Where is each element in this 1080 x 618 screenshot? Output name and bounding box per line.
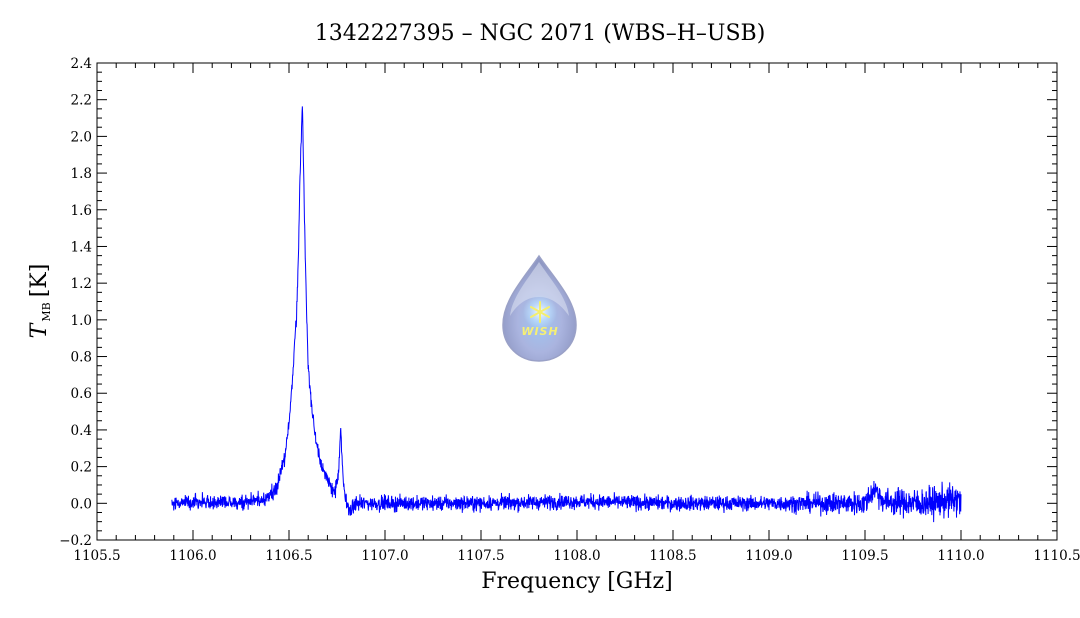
- x-tick-label: 1106.5: [265, 548, 312, 564]
- spectrum-line: [171, 106, 962, 523]
- y-tick-label: −0.2: [59, 533, 92, 549]
- star-icon: [530, 301, 550, 323]
- logo-text: WISH: [521, 325, 558, 338]
- svg-text:TMB[K]: TMB [K]: [27, 264, 53, 339]
- y-tick-label: 0.2: [71, 460, 92, 476]
- axis-ticks: [96, 62, 1058, 541]
- y-axis-symbol: T: [27, 321, 52, 338]
- x-tick-labels: 1105.5 1106.0 1106.5 1107.0 1107.5 1108.0 1108…: [73, 548, 1080, 564]
- y-tick-label: 0.0: [71, 496, 92, 512]
- x-tick-label: 1109.0: [745, 548, 792, 564]
- y-tick-label: 2.2: [71, 93, 92, 109]
- x-tick-label: 1108.5: [649, 548, 696, 564]
- y-tick-labels: −0.2 0.0 0.2 0.4 0.6 0.8 1.0 1.2 1.4 1.6 1.8 2.0 2.2…: [59, 56, 92, 549]
- plot-frame: [96, 62, 1058, 541]
- y-tick-label: 0.4: [71, 423, 92, 439]
- y-axis-label: TMB [K]: [27, 264, 53, 339]
- y-axis-subscript: MB: [40, 302, 53, 321]
- chart-title: 1342227395 – NGC 2071 (WBS–H–USB): [315, 21, 766, 46]
- y-axis-unit: [K]: [27, 264, 52, 298]
- y-tick-label: 1.0: [71, 313, 92, 329]
- x-axis-label: Frequency [GHz]: [481, 569, 673, 594]
- y-tick-label: 1.4: [71, 239, 92, 255]
- x-tick-label: 1108.0: [553, 548, 600, 564]
- x-tick-label: 1107.0: [361, 548, 408, 564]
- x-tick-label: 1109.5: [841, 548, 888, 564]
- x-tick-label: 1110.0: [937, 548, 984, 564]
- x-tick-label: 1105.5: [73, 548, 120, 564]
- y-tick-label: 0.8: [71, 350, 92, 366]
- x-tick-label: 1110.5: [1033, 548, 1080, 564]
- y-tick-label: 0.6: [71, 386, 92, 402]
- y-tick-label: 2.0: [71, 129, 92, 145]
- y-tick-label: 1.2: [71, 276, 92, 292]
- wish-logo: WISH: [502, 254, 577, 362]
- y-tick-label: 1.8: [71, 166, 92, 182]
- x-tick-label: 1106.0: [169, 548, 216, 564]
- x-tick-label: 1107.5: [457, 548, 504, 564]
- y-tick-label: 2.4: [71, 56, 92, 72]
- y-tick-label: 1.6: [71, 203, 92, 219]
